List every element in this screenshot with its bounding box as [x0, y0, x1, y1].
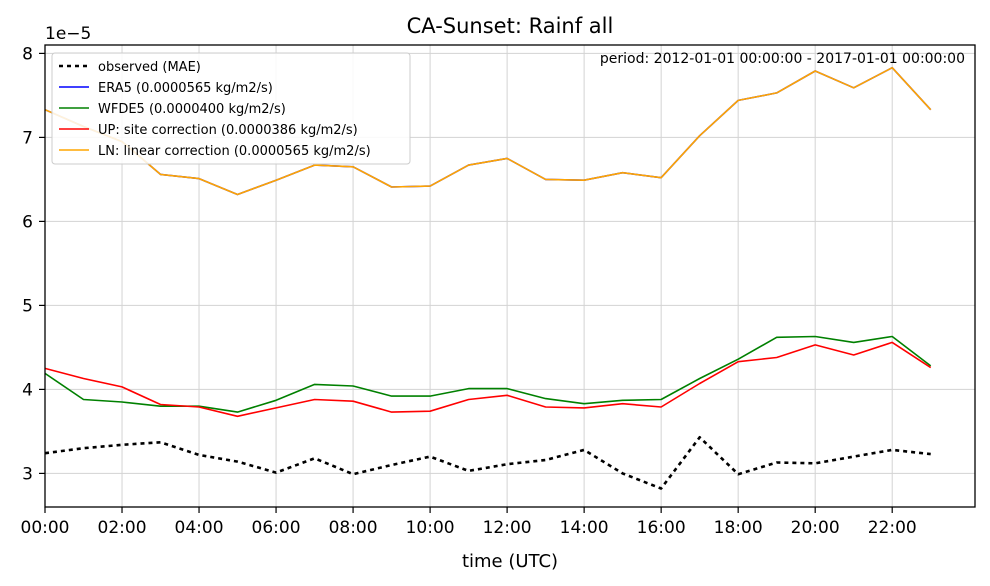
- y-tick-label: 8: [22, 44, 33, 64]
- x-tick-label: 14:00: [560, 518, 609, 538]
- x-tick-label: 06:00: [252, 518, 301, 538]
- period-annotation: period: 2012-01-01 00:00:00 - 2017-01-01…: [600, 51, 965, 67]
- x-tick-label: 00:00: [21, 518, 70, 538]
- y-tick-label: 7: [22, 128, 33, 148]
- x-tick-label: 22:00: [868, 518, 917, 538]
- legend-label: LN: linear correction (0.0000565 kg/m2/s…: [98, 144, 371, 159]
- y-tick-label: 6: [22, 212, 33, 232]
- x-tick-label: 04:00: [175, 518, 224, 538]
- x-tick-label: 18:00: [714, 518, 763, 538]
- series-line-3: [44, 341, 932, 418]
- chart-title: CA-Sunset: Rainf all: [407, 14, 614, 38]
- legend-label: observed (MAE): [98, 60, 201, 75]
- x-axis: 00:00 02:00 04:00 06:00 08:00 10:00 12:00 14:00…: [21, 507, 917, 538]
- legend-label: WFDE5 (0.0000400 kg/m2/s): [98, 102, 286, 117]
- x-axis-label: time (UTC): [462, 551, 558, 572]
- y-tick-label: 5: [22, 296, 33, 316]
- y-tick-label: 4: [22, 380, 33, 400]
- x-tick-label: 02:00: [98, 518, 147, 538]
- x-tick-label: 12:00: [483, 518, 532, 538]
- x-tick-label: 10:00: [406, 518, 455, 538]
- y-tick-label: 3: [22, 464, 33, 484]
- legend-label: UP: site correction (0.0000386 kg/m2/s): [98, 123, 358, 138]
- series-line-4: [44, 66, 932, 196]
- series-group: [44, 66, 932, 490]
- y-multiplier-label: 1e−5: [45, 24, 91, 44]
- legend-box: [51, 52, 411, 165]
- x-tick-label: 16:00: [637, 518, 686, 538]
- legend: observed (MAE) ERA5 (0.0000565 kg/m2/s) WF…: [51, 52, 411, 165]
- x-tick-label: 20:00: [791, 518, 840, 538]
- x-tick-label: 08:00: [329, 518, 378, 538]
- series-line-0: [44, 435, 931, 490]
- legend-label: ERA5 (0.0000565 kg/m2/s): [98, 81, 273, 96]
- plot-frame: [44, 44, 976, 508]
- y-axis: 3 4 5 6 7 8: [22, 44, 45, 484]
